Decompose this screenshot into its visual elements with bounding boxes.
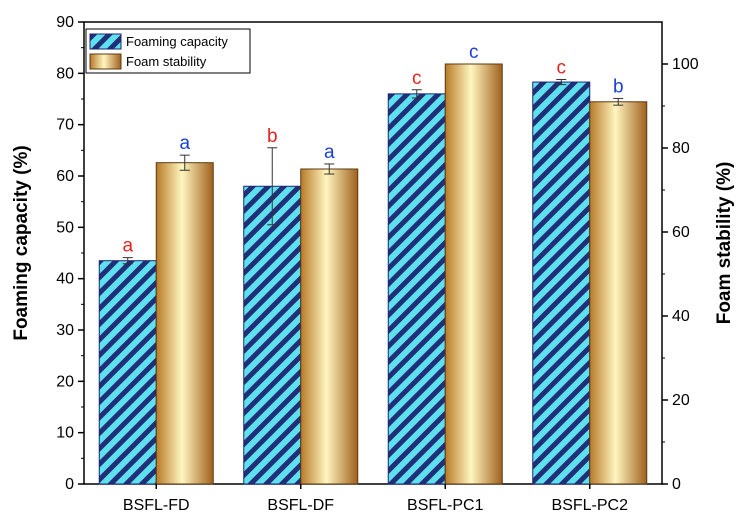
x-axis: BSFL-FD BSFL-DF BSFL-PC1 BSFL-PC2 (123, 484, 628, 514)
error-bar (179, 154, 190, 171)
bar-foam-stability-bsfl-fd (155, 162, 214, 485)
error-bar (324, 163, 335, 175)
y2-axis-title: Foam stability (%) (714, 162, 735, 325)
bars-layer (98, 63, 648, 485)
bar-foaming-capacity-bsfl-pc1 (387, 93, 446, 485)
legend-swatch-foam-stability (89, 53, 122, 70)
y2-tick-label: 20 (672, 392, 690, 409)
y2-tick-label: 80 (672, 140, 690, 157)
y-tick-label: 0 (65, 476, 74, 493)
y-tick-label: 90 (56, 14, 74, 31)
error-bars-layer (122, 78, 624, 265)
bar-foam-stability-bsfl-df (300, 168, 359, 485)
significance-label: c (412, 68, 422, 89)
y-tick-label: 30 (56, 322, 74, 339)
significance-labels-layer: a b c c a a c b (122, 42, 623, 257)
y-tick-label: 40 (56, 271, 74, 288)
error-bar (122, 257, 133, 265)
y-axis-title: Foaming capacity (%) (11, 145, 32, 340)
x-tick-label: BSFL-PC1 (407, 497, 484, 514)
significance-label: a (122, 236, 133, 257)
y2-tick-label: 60 (672, 224, 690, 241)
x-tick-label: BSFL-FD (123, 497, 190, 514)
legend-swatch-foaming-capacity (89, 33, 122, 50)
significance-label: c (557, 57, 567, 78)
legend: Foaming capacity Foam stability (85, 28, 251, 74)
significance-label: b (613, 76, 624, 97)
right-y-axis: 0 20 40 60 80 100 (662, 56, 699, 493)
error-bar (411, 89, 422, 99)
legend-label-foaming-capacity: Foaming capacity (126, 34, 228, 49)
bar-foam-stability-bsfl-pc1 (444, 63, 503, 485)
y-tick-label: 70 (56, 117, 74, 134)
significance-label: b (267, 126, 278, 147)
x-tick-label: BSFL-DF (267, 497, 334, 514)
y-tick-label: 10 (56, 425, 74, 442)
y-tick-label: 60 (56, 168, 74, 185)
significance-label: a (324, 142, 335, 163)
significance-label: c (469, 42, 479, 63)
y-tick-label: 20 (56, 373, 74, 390)
bar-foam-stability-bsfl-pc2 (589, 101, 648, 485)
error-bar (613, 97, 624, 106)
y-tick-label: 80 (56, 65, 74, 82)
legend-label-foam-stability: Foam stability (126, 54, 207, 69)
y-tick-label: 50 (56, 219, 74, 236)
y2-tick-label: 100 (672, 56, 699, 73)
x-tick-label: BSFL-PC2 (552, 497, 629, 514)
bar-foaming-capacity-bsfl-fd (98, 260, 157, 485)
error-bar (556, 78, 567, 86)
left-y-axis: 0 10 20 30 40 50 60 70 80 90 (56, 14, 84, 493)
bar-foaming-capacity-bsfl-df (243, 185, 302, 485)
error-bar (267, 147, 278, 226)
significance-label: a (179, 133, 190, 154)
y2-tick-label: 0 (672, 476, 681, 493)
y2-tick-label: 40 (672, 308, 690, 325)
bar-foaming-capacity-bsfl-pc2 (532, 81, 591, 485)
